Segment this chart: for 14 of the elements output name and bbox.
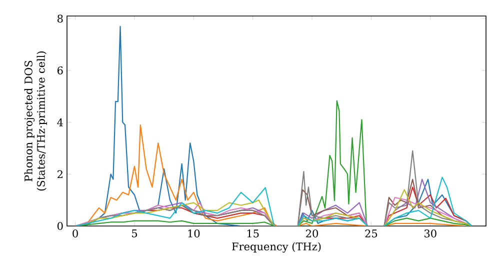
x-tick-label: 5 xyxy=(132,230,137,238)
x-tick-label: 10 xyxy=(188,230,200,238)
x-tick-label: 20 xyxy=(306,230,318,238)
y-tick-label: 2 xyxy=(58,170,62,178)
x-tick-label: 25 xyxy=(365,230,378,238)
x-tick-label: 30 xyxy=(424,230,436,238)
x-axis-title: Frequency (THz) xyxy=(232,242,321,253)
x-tick-label: 15 xyxy=(247,230,259,238)
y-axis-title: Phonon projected DOS (States/THz·primitive cell) xyxy=(24,51,47,191)
y-tick-label: 4 xyxy=(57,118,63,126)
y-tick-label: 6 xyxy=(58,66,63,74)
x-tick-label: 0 xyxy=(72,230,78,238)
y-tick-label: 0 xyxy=(57,222,63,230)
y-tick-label: 8 xyxy=(58,14,63,23)
